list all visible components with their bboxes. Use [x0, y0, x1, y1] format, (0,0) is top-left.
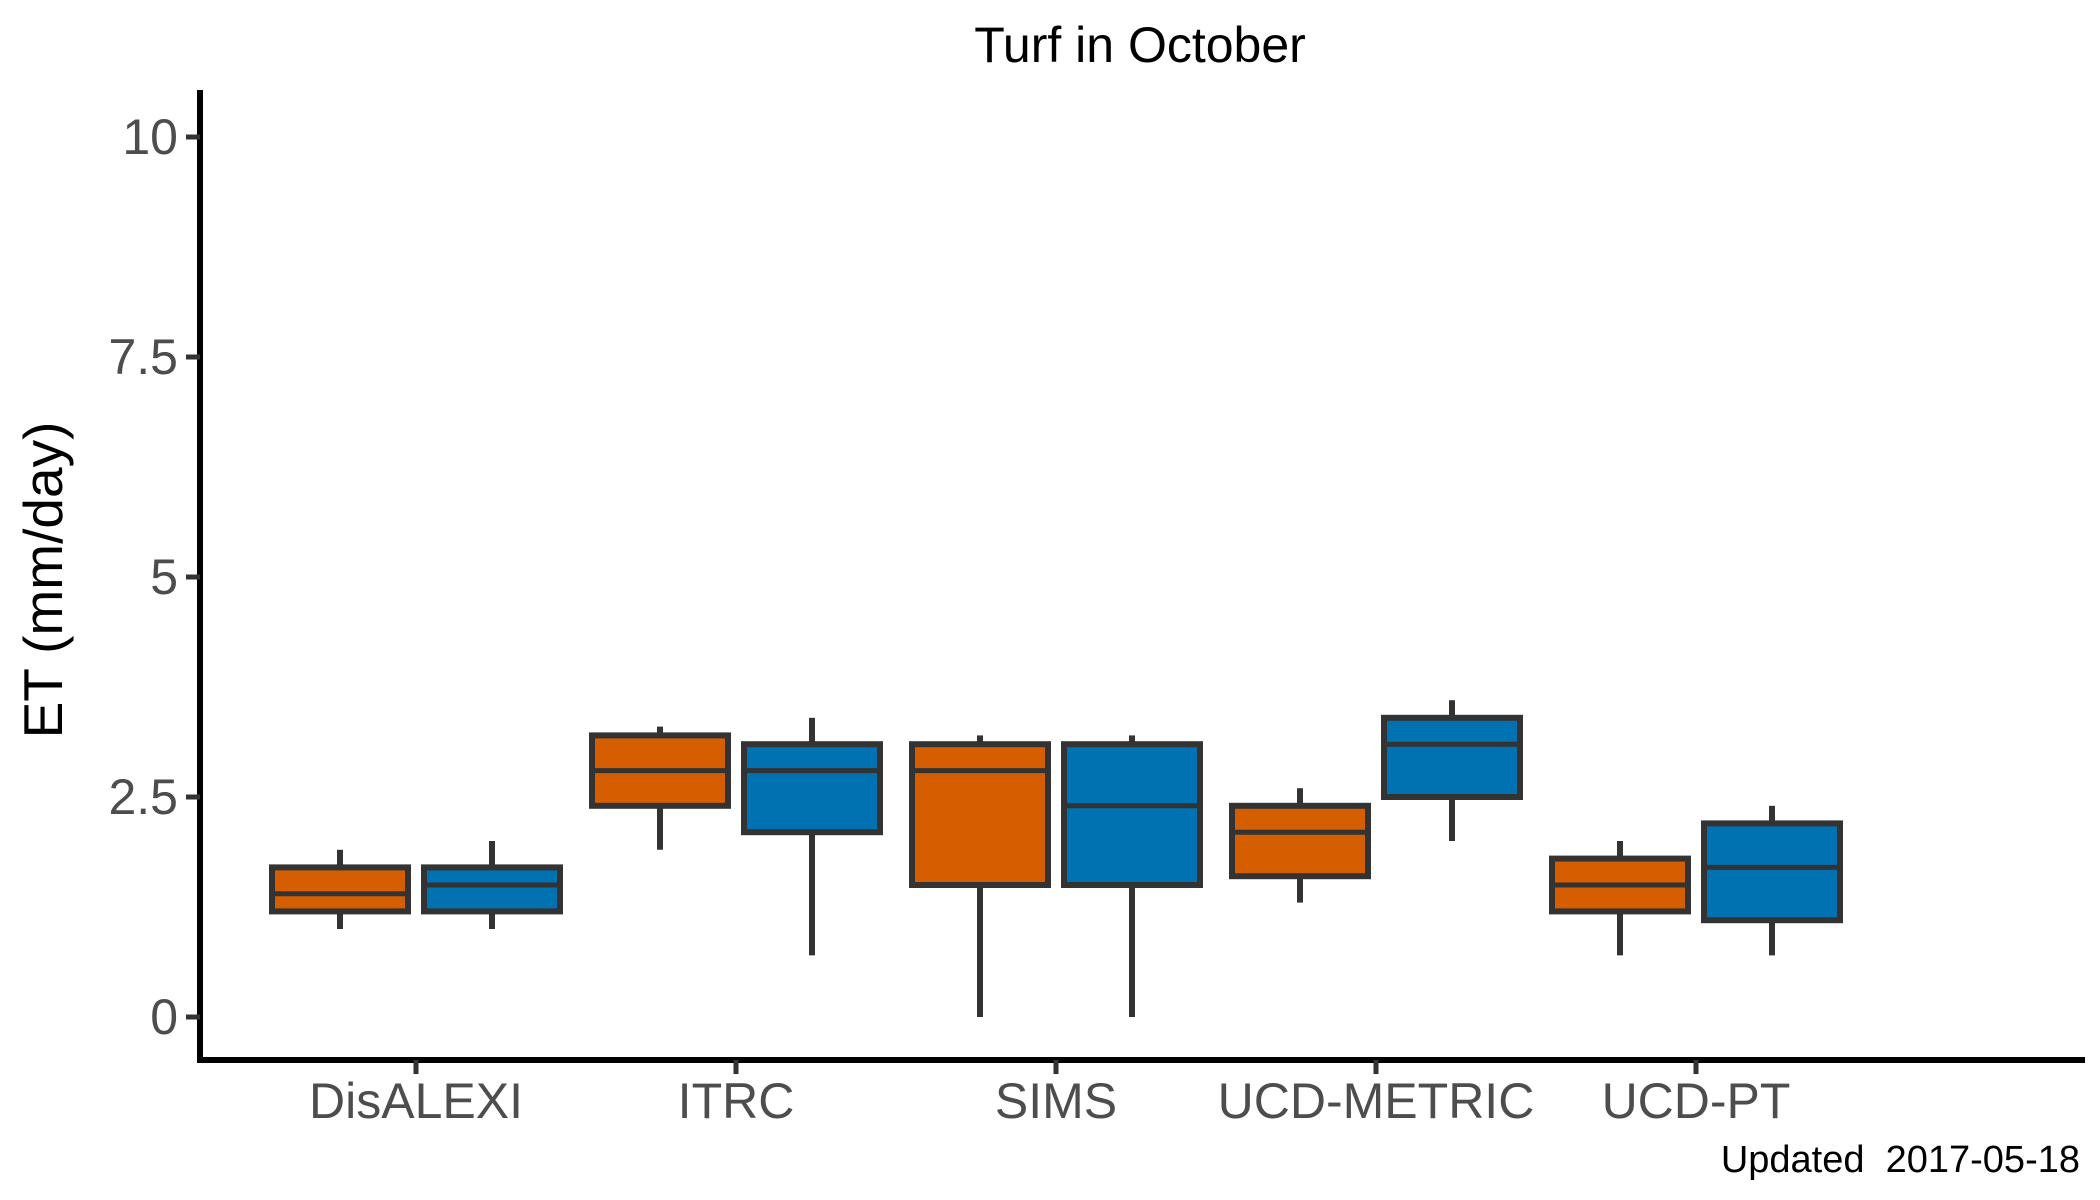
x-tick-label: UCD-PT — [1602, 1073, 1791, 1129]
y-tick-label: 7.5 — [108, 329, 178, 385]
box-disalexi-orange — [269, 849, 411, 929]
plot-area: 0 2.5 5 7.5 10 DisALEXI ITRC SIMS UCD-METRIC UCD-… — [108, 90, 2085, 1129]
y-tick-label: 0 — [150, 989, 178, 1045]
box-body — [1061, 741, 1203, 889]
x-tick-label: UCD-METRIC — [1218, 1073, 1535, 1129]
box-body — [741, 741, 883, 836]
y-axis-label: ET (mm/day) — [12, 422, 74, 739]
y-tick-label: 10 — [122, 109, 178, 165]
box-ucd-pt-orange — [1549, 841, 1691, 956]
box-sims-orange — [909, 735, 1051, 1017]
chart-title: Turf in October — [974, 17, 1306, 73]
updated-caption: Updated 2017-05-18 — [1721, 1139, 2080, 1181]
box-disalexi-blue — [421, 841, 563, 929]
box-body — [1229, 802, 1371, 880]
y-tick-label: 2.5 — [108, 769, 178, 825]
box-sims-blue — [1061, 735, 1203, 1017]
box-ucd-metric-orange — [1229, 788, 1371, 903]
box-body — [909, 741, 1051, 889]
box-body — [421, 864, 563, 915]
box-itrc-blue — [741, 717, 883, 956]
x-tick-label: DisALEXI — [309, 1073, 523, 1129]
y-tick-label: 5 — [150, 549, 178, 605]
x-tick-label: ITRC — [678, 1073, 795, 1129]
box-body — [1701, 820, 1843, 924]
box-itrc-orange — [589, 726, 731, 850]
box-ucd-metric-blue — [1381, 700, 1523, 841]
box-ucd-pt-blue — [1701, 805, 1843, 956]
box-body — [1381, 714, 1523, 800]
x-tick-label: SIMS — [995, 1073, 1117, 1129]
box-body — [269, 864, 411, 915]
